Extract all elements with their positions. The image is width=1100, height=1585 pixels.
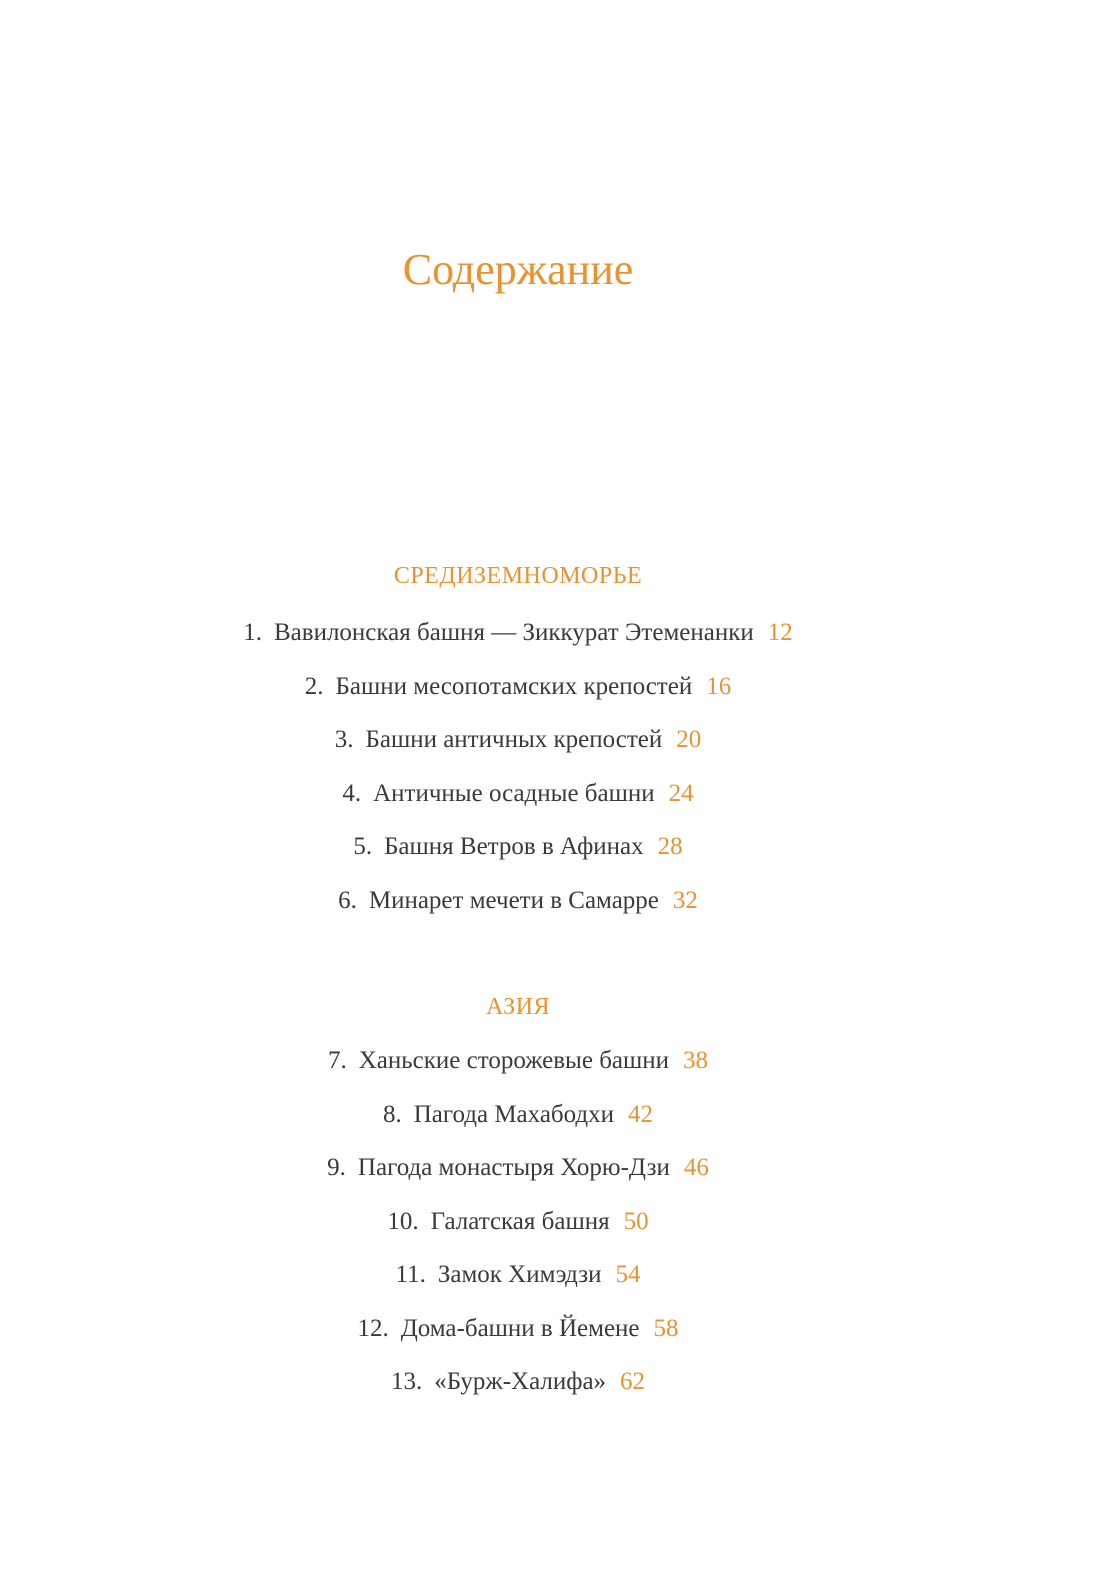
toc-item: 1. Вавилонская башня — Зиккурат Этеменанк… [0,606,1036,660]
toc-item-page-number: 24 [668,779,694,807]
toc-item: 8. Пагода Махабодхи 42 [0,1088,1036,1142]
section-heading-mediterranean: СРЕДИЗЕМНОМОРЬЕ [393,563,643,589]
toc-item: 2. Башни месопотамских крепостей 16 [0,660,1036,714]
toc-item: 12. Дома-башни в Йемене 58 [0,1302,1036,1356]
section-heading-asia: АЗИЯ [485,994,551,1020]
toc-item-page-number: 20 [676,726,702,753]
toc-item-number: 8. [382,1100,402,1128]
toc-item-number: 2. [304,672,324,700]
toc-item-page-number: 38 [683,1047,709,1074]
toc-item-number: 10. [387,1207,419,1235]
toc-item: 13. «Бурж-Халифа» 62 [0,1355,1036,1409]
toc-item: 7. Ханьские сторожевые башни 38 [0,1034,1036,1088]
toc-item-label: «Бурж-Халифа» [434,1368,607,1395]
toc-item-label: Вавилонская башня — Зиккурат Этеменанки [274,619,754,646]
toc-item: 3. Башни античных крепостей 20 [0,713,1036,767]
toc-item-page-number: 54 [615,1261,641,1288]
toc-item-number: 13. [390,1368,423,1395]
toc-item: 10. Галатская башня 50 [0,1195,1036,1249]
toc-item-label: Пагода монастыря Хорю-Дзи [357,1154,670,1181]
toc-item-number: 11. [395,1261,426,1288]
toc-item: 6. Минарет мечети в Самарре 32 [0,874,1036,928]
toc-item-page-number: 62 [620,1368,646,1395]
toc-item-label: Башни месопотамских крепостей [335,672,693,700]
toc-item-page-number: 32 [672,886,698,914]
toc-item-page-number: 16 [706,672,732,700]
toc-item-number: 9. [327,1154,346,1181]
toc-item-page-number: 50 [623,1207,649,1235]
toc-item-label: Башня Ветров в Афинах [384,833,644,860]
toc-item-label: Античные осадные башни [373,779,655,807]
toc-item-page-number: 28 [657,833,683,860]
toc-list-mediterranean: 1. Вавилонская башня — Зиккурат Этеменанк… [0,606,1036,927]
toc-item-page-number: 46 [683,1154,709,1181]
toc-item-number: 1. [243,619,262,646]
toc-item-label: Пагода Махабодхи [413,1100,615,1128]
toc-item-page-number: 58 [653,1314,679,1342]
toc-item: 4. Античные осадные башни 24 [0,767,1036,821]
toc-item-number: 7. [327,1047,347,1074]
toc-item-page-number: 42 [628,1100,654,1128]
toc-section-mediterranean: СРЕДИЗЕМНОМОРЬЕ 1. Вавилонская башня — Зи… [0,549,1036,927]
toc-item-number: 6. [338,886,357,914]
toc-item-number: 4. [342,779,362,807]
toc-item-label: Дома-башни в Йемене [400,1314,640,1342]
toc-item-number: 5. [353,833,373,860]
toc-item-label: Башни античных крепостей [365,726,663,753]
page-title: Содержание [402,245,634,294]
toc-item: 11. Замок Химэдзи 54 [0,1248,1036,1302]
toc-list-asia: 7. Ханьские сторожевые башни 38 8. Пагода М… [0,1034,1036,1409]
toc-item: 9. Пагода монастыря Хорю-Дзи 46 [0,1141,1036,1195]
toc-item-label: Ханьские сторожевые башни [358,1047,670,1074]
toc-section-asia: АЗИЯ 7. Ханьские сторожевые башни 38 8. Паг… [0,980,1036,1409]
toc-item-page-number: 12 [767,619,793,646]
toc-item: 5. Башня Ветров в Афинах 28 [0,820,1036,874]
toc-item-number: 3. [334,726,354,753]
toc-item-label: Замок Химэдзи [437,1261,602,1288]
toc-item-number: 12. [357,1314,389,1342]
toc-item-label: Галатская башня [430,1207,610,1235]
toc-item-label: Минарет мечети в Самарре [368,886,659,914]
